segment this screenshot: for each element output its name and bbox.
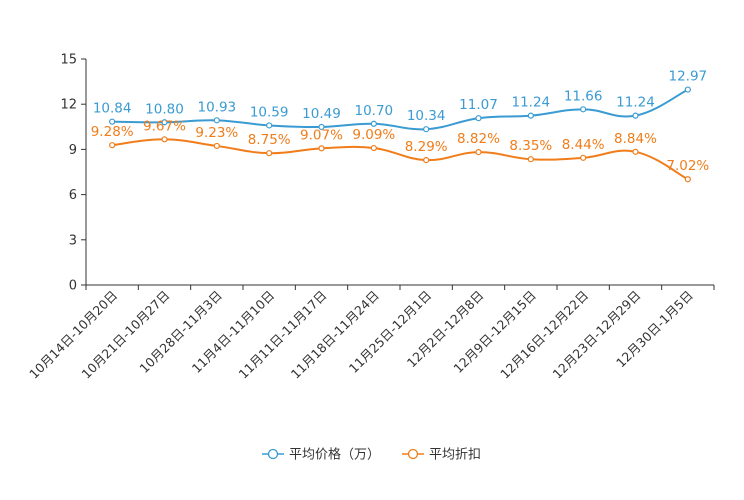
data-label: 9.67% bbox=[143, 118, 186, 134]
series-line bbox=[112, 138, 689, 181]
data-point[interactable] bbox=[161, 119, 168, 126]
data-label: 9.23% bbox=[195, 125, 238, 141]
data-point[interactable] bbox=[213, 117, 220, 124]
data-label: 8.29% bbox=[405, 139, 448, 155]
data-point[interactable] bbox=[318, 145, 325, 152]
data-label: 8.35% bbox=[509, 138, 552, 154]
data-label: 12.97 bbox=[669, 69, 708, 85]
data-point[interactable] bbox=[632, 148, 639, 155]
x-tick-label: 11月11日-11月17日 bbox=[235, 288, 329, 382]
data-point[interactable] bbox=[370, 120, 377, 127]
data-label: 10.84 bbox=[93, 101, 132, 117]
data-label: 8.75% bbox=[248, 132, 291, 148]
y-tick-label: 12 bbox=[60, 98, 77, 113]
data-point[interactable] bbox=[213, 142, 220, 150]
data-point[interactable] bbox=[684, 176, 691, 183]
data-point[interactable] bbox=[580, 154, 587, 161]
data-label: 9.28% bbox=[91, 124, 134, 140]
x-tick-label: 10月14日-10月20日 bbox=[26, 288, 120, 382]
data-label: 7.02% bbox=[666, 158, 709, 174]
legend-item-avg-discount[interactable]: 平均折扣 bbox=[402, 448, 481, 463]
data-label: 8.44% bbox=[562, 137, 605, 153]
data-point[interactable] bbox=[109, 142, 116, 149]
series-line bbox=[112, 88, 689, 131]
data-label: 10.49 bbox=[302, 106, 341, 122]
legend-marker-icon bbox=[267, 448, 279, 460]
data-point[interactable] bbox=[632, 112, 639, 119]
legend-item-avg-price[interactable]: 平均价格（万） bbox=[262, 447, 380, 463]
series-avg-price: 10.84 10.80 10.93 10.59 10.49 10.70 10.34 11.07… bbox=[93, 69, 708, 133]
data-label: 9.09% bbox=[352, 127, 395, 143]
data-label: 11.66 bbox=[564, 88, 603, 104]
series-avg-discount: 9.28% 9.67% 9.23% 8.75% 9.07% 9.09% 8.29% 8.82%… bbox=[91, 118, 709, 183]
y-axis: 0 3 6 9 12 15 bbox=[60, 53, 87, 294]
data-label: 10.93 bbox=[198, 99, 237, 115]
data-point[interactable] bbox=[318, 123, 325, 131]
data-label: 10.59 bbox=[250, 104, 289, 120]
data-label: 10.34 bbox=[407, 108, 446, 124]
y-tick-label: 15 bbox=[60, 53, 77, 68]
data-point[interactable] bbox=[475, 149, 482, 156]
data-point[interactable] bbox=[527, 156, 534, 163]
legend: 平均价格（万） 平均折扣 bbox=[262, 447, 481, 463]
legend-label: 平均价格（万） bbox=[289, 447, 380, 463]
x-axis: 10月14日-10月20日10月21日-10月27日10月28日-11月3日11… bbox=[26, 284, 715, 382]
x-tick-label: 12月23日-12月29日 bbox=[549, 288, 643, 382]
data-point[interactable] bbox=[684, 86, 691, 93]
x-tick-label: 12月16日-12月22日 bbox=[497, 288, 591, 382]
data-point[interactable] bbox=[161, 136, 168, 143]
data-point[interactable] bbox=[580, 106, 587, 113]
data-label: 11.24 bbox=[512, 95, 551, 111]
data-point[interactable] bbox=[109, 118, 116, 125]
data-label: 11.24 bbox=[616, 95, 655, 111]
x-tick-label: 11月18日-11月24日 bbox=[288, 288, 382, 382]
y-tick-label: 3 bbox=[69, 233, 77, 248]
data-label: 8.84% bbox=[614, 131, 657, 147]
data-point[interactable] bbox=[527, 112, 534, 119]
data-point[interactable] bbox=[266, 122, 273, 129]
data-point[interactable] bbox=[423, 126, 430, 133]
x-tick-label: 10月21日-10月27日 bbox=[78, 288, 172, 382]
data-label: 10.80 bbox=[145, 101, 184, 117]
data-label: 8.82% bbox=[457, 131, 500, 147]
data-label: 10.70 bbox=[355, 103, 394, 119]
y-tick-label: 9 bbox=[69, 143, 77, 158]
data-label: 11.07 bbox=[459, 97, 498, 113]
data-point[interactable] bbox=[423, 156, 430, 164]
series-layer: 10.84 10.80 10.93 10.59 10.49 10.70 10.34 11.07… bbox=[91, 69, 709, 183]
data-label: 9.07% bbox=[300, 127, 343, 143]
data-point[interactable] bbox=[266, 150, 273, 157]
y-tick-label: 0 bbox=[69, 279, 77, 294]
data-point[interactable] bbox=[475, 115, 482, 122]
data-point[interactable] bbox=[370, 144, 377, 152]
legend-label: 平均折扣 bbox=[429, 448, 481, 463]
legend-marker-icon bbox=[407, 448, 419, 460]
y-tick-label: 6 bbox=[69, 188, 77, 203]
